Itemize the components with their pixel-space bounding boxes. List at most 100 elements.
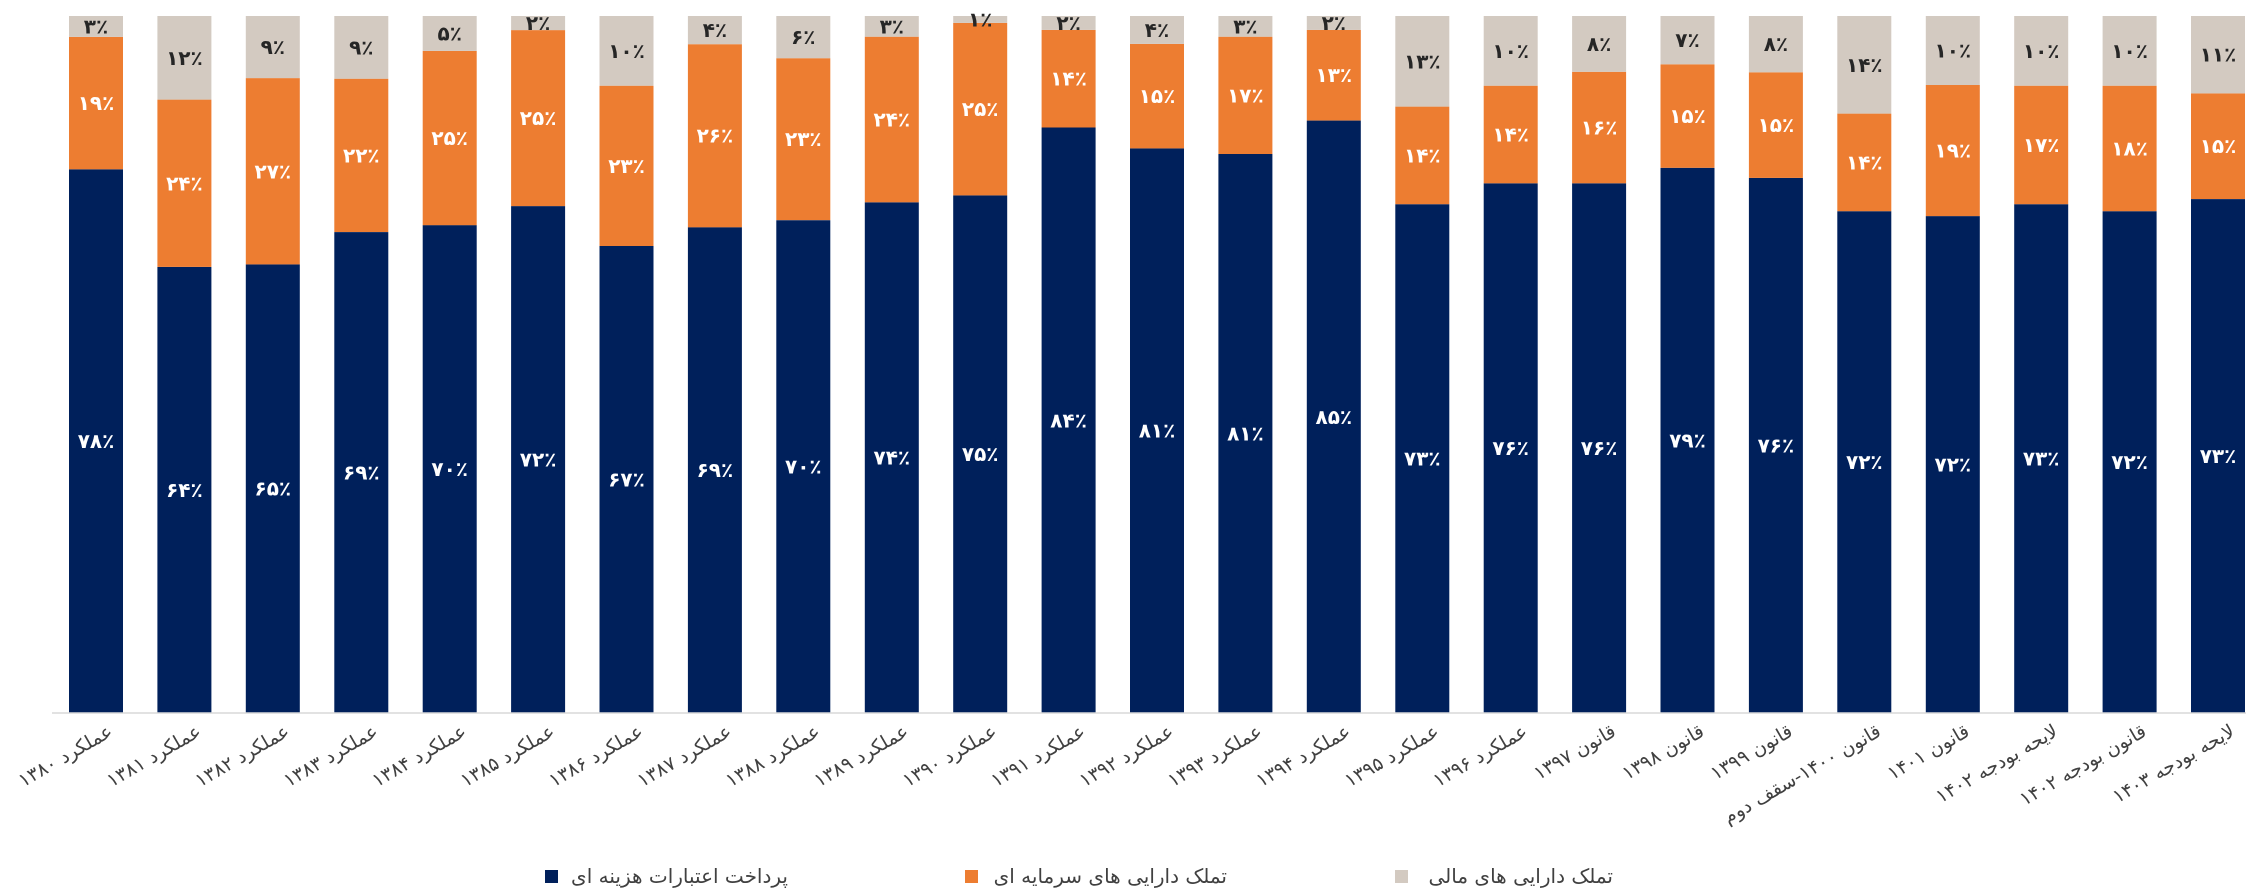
data-label: ۲۵٪ <box>520 106 557 130</box>
category-label: عملکرد ۱۳۸۵ <box>457 720 559 792</box>
bar-segment <box>1130 16 1184 44</box>
data-label: ۷۲٪ <box>1846 450 1883 474</box>
data-label: ۱۴٪ <box>1492 123 1529 147</box>
bar-segment <box>1660 64 1715 168</box>
bar-segment <box>953 195 1008 713</box>
data-label: ۱۰٪ <box>1934 39 1971 63</box>
bar-segment <box>511 30 566 207</box>
bar-segment <box>1306 120 1361 714</box>
bar-segment <box>1483 85 1538 184</box>
data-label: ۸۱٪ <box>1139 419 1176 443</box>
data-label: ۱۰٪ <box>2111 39 2148 63</box>
category-label: عملکرد ۱۳۹۰ <box>899 720 1001 792</box>
bar-segment <box>864 36 919 203</box>
category-label: عملکرد ۱۳۹۵ <box>1341 720 1443 792</box>
bar-segment <box>2014 16 2069 86</box>
bar-segment <box>776 58 831 221</box>
bar-segment <box>1130 43 1184 149</box>
data-label: ۷۰٪ <box>431 457 468 481</box>
data-label: ۸۴٪ <box>1050 408 1087 432</box>
bar-segment <box>334 16 389 79</box>
data-label: ۱۷٪ <box>2023 133 2060 157</box>
bar-segment <box>953 22 1008 196</box>
bars-layer <box>69 16 2245 714</box>
bar-segment <box>1925 85 1980 217</box>
bar-segment <box>157 99 212 267</box>
bar-segment <box>1483 183 1538 714</box>
bar-segment <box>422 50 477 226</box>
bar-segment <box>2102 85 2157 212</box>
data-label: ۷۵٪ <box>962 442 999 466</box>
bar-segment <box>2014 204 2069 713</box>
bar-segment <box>1395 106 1450 205</box>
data-label: ۷۳٪ <box>1404 447 1441 471</box>
data-label: ۱۰٪ <box>1492 39 1529 63</box>
bar-segment <box>687 44 742 228</box>
data-label: ۷۳٪ <box>2200 444 2237 468</box>
bar-segment <box>1748 177 1803 713</box>
data-label: ۱۵٪ <box>1139 84 1176 108</box>
bar-segment <box>511 206 566 713</box>
data-label: ۷۳٪ <box>2023 447 2060 471</box>
data-label: ۱۷٪ <box>1227 83 1264 107</box>
data-label: ۷۲٪ <box>520 448 557 472</box>
data-label: ۶۹٪ <box>697 458 734 482</box>
data-label: ۷۴٪ <box>873 446 910 470</box>
category-label: عملکرد ۱۳۸۷ <box>634 720 736 792</box>
bar-segment <box>1395 204 1450 713</box>
bar-segment <box>599 85 654 246</box>
data-label: ۲٪ <box>526 11 550 35</box>
data-label: ۴٪ <box>1145 18 1169 42</box>
bar-segment <box>422 225 477 713</box>
bar-segment <box>157 16 212 100</box>
category-label: عملکرد ۱۳۹۳ <box>1164 720 1266 792</box>
legend-swatch <box>545 870 558 883</box>
data-label: ۷۹٪ <box>1669 428 1706 452</box>
category-label: عملکرد ۱۳۹۴ <box>1252 720 1354 792</box>
bar-segment <box>864 202 919 714</box>
data-label: ۷۰٪ <box>785 455 822 479</box>
data-label: ۹٪ <box>261 35 285 59</box>
bar-segment <box>1218 36 1273 155</box>
data-label: ۸۵٪ <box>1315 405 1352 429</box>
bar-segment <box>1041 127 1096 713</box>
data-label: ۷۶٪ <box>1758 434 1795 458</box>
data-label: ۷۲٪ <box>1934 453 1971 477</box>
category-label: عملکرد ۱۳۸۳ <box>280 720 382 792</box>
bar-segment <box>1572 16 1627 72</box>
data-label: ۱۳٪ <box>1404 49 1441 73</box>
bar-segment <box>1130 148 1184 713</box>
data-label: ۲٪ <box>1322 11 1346 35</box>
data-label: ۱۴٪ <box>1846 150 1883 174</box>
data-label: ۱۱٪ <box>2200 43 2237 67</box>
bar-segment <box>334 78 389 232</box>
data-label: ۷٪ <box>1675 28 1699 52</box>
data-label: ۲٪ <box>1056 11 1080 35</box>
data-label: ۶۵٪ <box>254 477 291 501</box>
bar-segment <box>245 264 300 713</box>
data-label: ۶۷٪ <box>608 468 645 492</box>
category-label: عملکرد ۱۳۸۸ <box>722 720 824 792</box>
bar-segment <box>687 16 742 45</box>
category-label: عملکرد ۱۳۹۶ <box>1429 720 1531 792</box>
data-label: ۲۳٪ <box>785 127 822 151</box>
category-label: عملکرد ۱۳۹۱ <box>987 720 1089 792</box>
bar-segment <box>1837 211 1892 713</box>
category-label: عملکرد ۱۳۸۰ <box>15 720 117 792</box>
bar-segment <box>1218 154 1273 713</box>
bar-segment <box>864 16 919 37</box>
bar-segment <box>1572 71 1627 184</box>
data-label: ۲۶٪ <box>697 124 734 148</box>
data-label: ۲۳٪ <box>608 154 645 178</box>
data-label: ۱۴٪ <box>1050 67 1087 91</box>
bar-segment <box>69 36 123 170</box>
bar-segment <box>1660 16 1715 65</box>
data-label: ۱۲٪ <box>166 46 203 70</box>
data-label: ۲۴٪ <box>166 171 203 195</box>
data-label: ۷۸٪ <box>78 429 115 453</box>
legend-label: تملک دارایی های مالی <box>1428 864 1613 888</box>
category-label: عملکرد ۱۳۸۴ <box>368 720 470 792</box>
bar-segment <box>2102 211 2157 713</box>
